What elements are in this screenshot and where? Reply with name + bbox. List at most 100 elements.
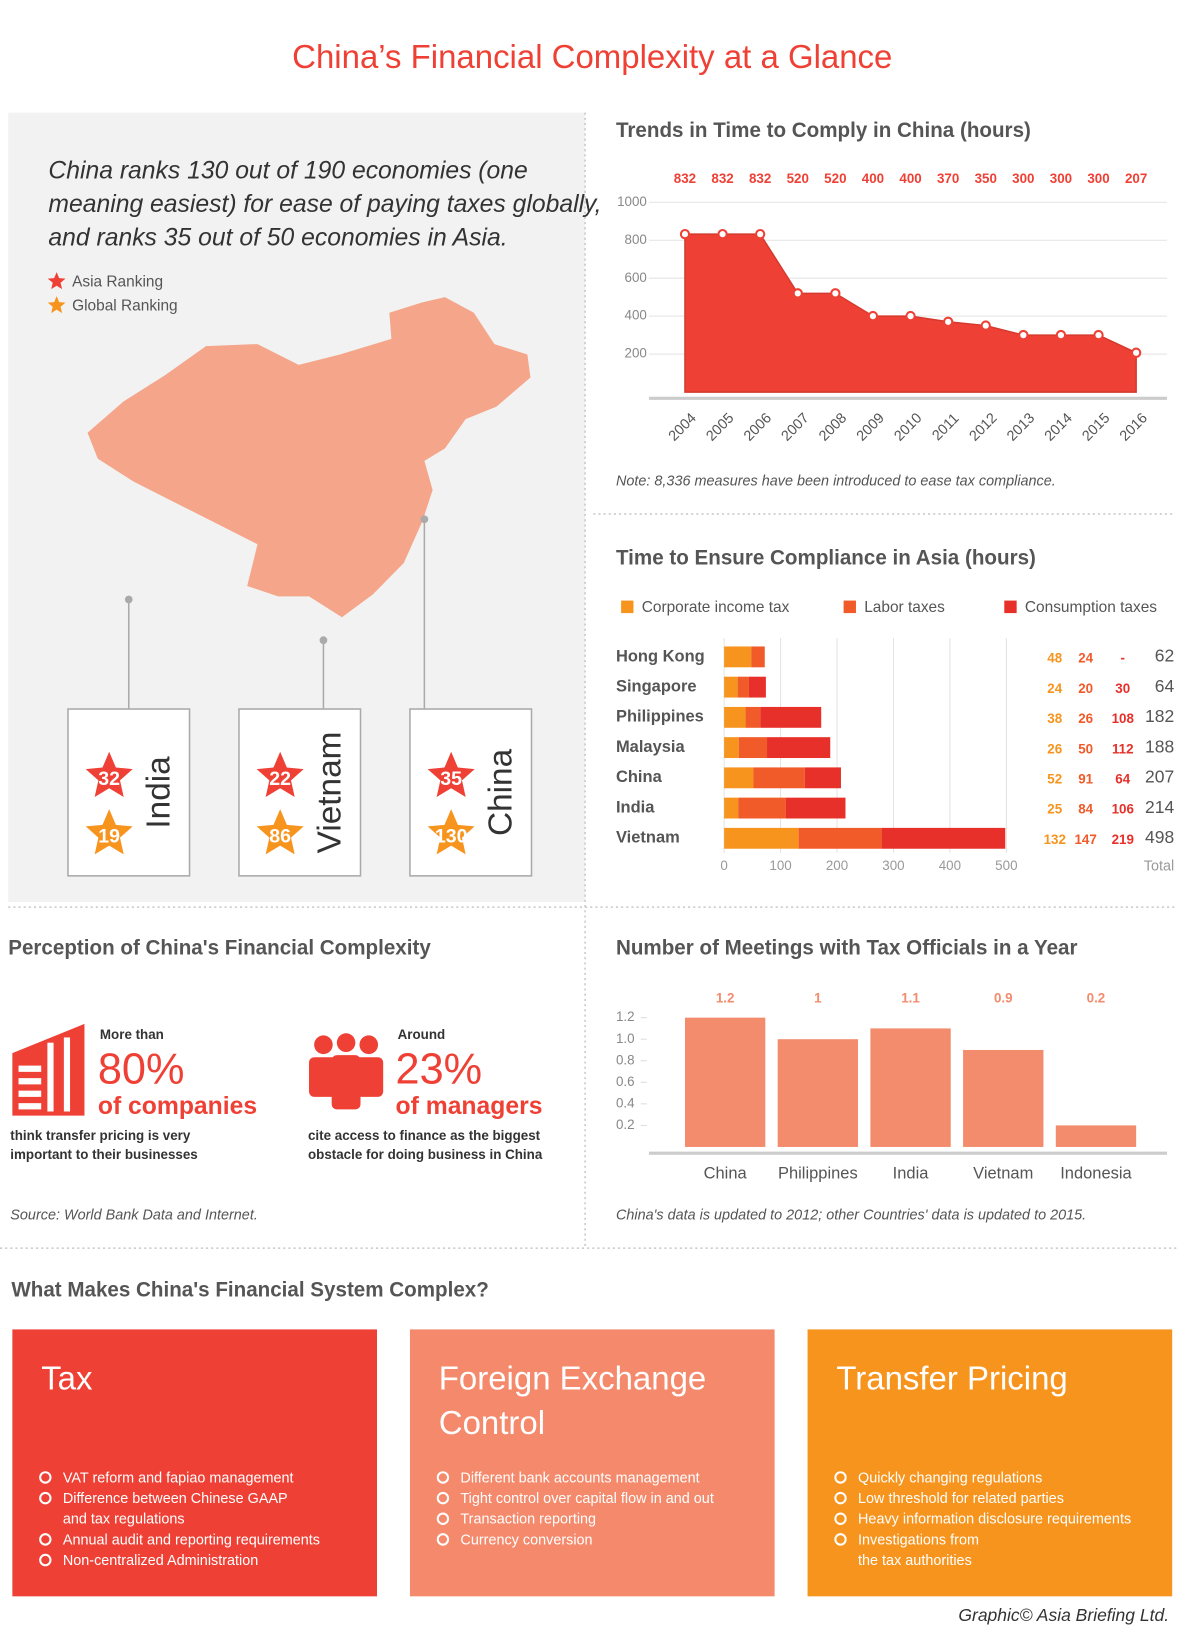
factor-item: VAT reform and fapiao management [63,1470,294,1486]
people-icon [309,1033,384,1110]
legend-star [47,272,66,290]
value-label: 1.2 [716,990,735,1005]
bar-segment [724,706,746,728]
value-label: 106 [1112,802,1134,817]
source: Source: World Bank Data and Internet. [10,1208,258,1224]
legend-label: Global Ranking [72,298,178,315]
total-header: Total [1144,858,1174,874]
bar-segment [724,797,739,819]
figure: 80% [98,1045,185,1093]
lead: More than [100,1027,164,1042]
factor-item: the tax authorities [858,1553,972,1569]
value-label: 24 [1078,650,1093,665]
bar [684,1017,766,1147]
bar-segment [798,827,882,849]
value-label: 520 [824,171,846,186]
point [980,320,991,331]
page-title: China’s Financial Complexity at a Glance [292,39,892,76]
category-label: China [616,767,663,786]
area [684,233,1137,393]
separators [0,112,1180,1249]
x-tick-label: 300 [882,858,904,873]
value-label: 30 [1115,681,1130,696]
bar-segment [881,827,1006,849]
global-star [85,809,133,855]
factor-item: Heavy information disclosure requirement… [858,1512,1131,1528]
total-label: 498 [1145,827,1174,847]
bar-segment [724,676,738,698]
bullet [834,1512,847,1526]
factor-item: Annual audit and reporting requirements [63,1532,320,1548]
legend-swatch [843,600,856,614]
bar-segment [760,706,822,728]
value-label: 112 [1112,741,1134,756]
bullet [39,1471,52,1484]
bar-segment [767,737,831,759]
factor-item: Quickly changing regulations [858,1470,1042,1486]
point [830,288,841,299]
y-tick-label: 600 [625,270,647,285]
ranking-text: meaning easiest) for ease of paying taxe… [48,190,601,218]
value-label: 1 [814,990,822,1005]
y-tick-label: 0.6 [616,1074,635,1089]
bullet [436,1533,450,1546]
legend-label: Corporate income tax [642,599,790,616]
chart-title: Trends in Time to Comply in China (hours… [616,119,1031,142]
factor-item: Difference between Chinese GAAP [63,1491,288,1507]
y-tick-label: 200 [625,346,647,361]
bar [870,1028,951,1147]
bar-segment [785,797,846,819]
value-label: 64 [1115,771,1130,786]
value-label: 91 [1078,771,1093,786]
value-label: 207 [1125,171,1147,186]
y-tick-label: 0.4 [616,1095,635,1110]
x-tick-label: India [893,1163,930,1182]
bullet [436,1471,450,1484]
asia-rank: 32 [98,768,120,790]
global-star [256,809,304,855]
bar-segment [724,737,739,759]
section-title: Perception of China's Financial Complexi… [8,936,431,959]
figure: 23% [396,1045,483,1093]
factor-item: Investigations from [858,1532,979,1548]
point [905,310,916,322]
global-rank: 86 [269,825,291,847]
bar [1055,1125,1137,1147]
total-label: 188 [1145,736,1174,756]
value-label: 219 [1112,832,1134,847]
value-label: 84 [1078,802,1093,817]
factor-item: Transaction reporting [460,1512,596,1528]
value-label: 48 [1047,650,1062,665]
country-box [409,708,533,877]
category-label: Singapore [616,676,697,695]
description: cite access to finance as the biggest [308,1128,541,1143]
bar [777,1039,859,1147]
value-label: 1.1 [901,990,920,1005]
bullet [39,1553,52,1567]
x-tick-label: 200 [826,858,848,873]
global-rank: 130 [435,825,468,847]
value-label: 108 [1112,711,1135,726]
value-label: 300 [1012,171,1034,186]
credit: Graphic© Asia Briefing Ltd. [958,1605,1169,1625]
asia-star [427,751,475,798]
value-label: 26 [1078,711,1093,726]
value-label: 132 [1044,832,1066,847]
factor-title: Tax [41,1360,93,1397]
factor-title: Transfer Pricing [836,1360,1067,1397]
value-label: 832 [711,171,733,186]
total-label: 182 [1145,706,1174,726]
y-tick-label: 1.0 [616,1031,635,1046]
x-tick-label: Vietnam [973,1163,1033,1182]
country-name: India [141,756,178,829]
ranking-text: and ranks 35 out of 50 economies in Asia… [48,223,507,251]
factor-box [409,1329,775,1597]
asia-rank: 35 [440,768,462,790]
factor-item: and tax regulations [63,1512,185,1528]
x-tick-label: 0 [720,858,727,873]
building-icon [12,1023,85,1116]
connectors [124,515,429,710]
value-label: 52 [1047,771,1062,786]
factor-item: Non-centralized Administration [63,1553,258,1569]
point [1130,347,1142,358]
